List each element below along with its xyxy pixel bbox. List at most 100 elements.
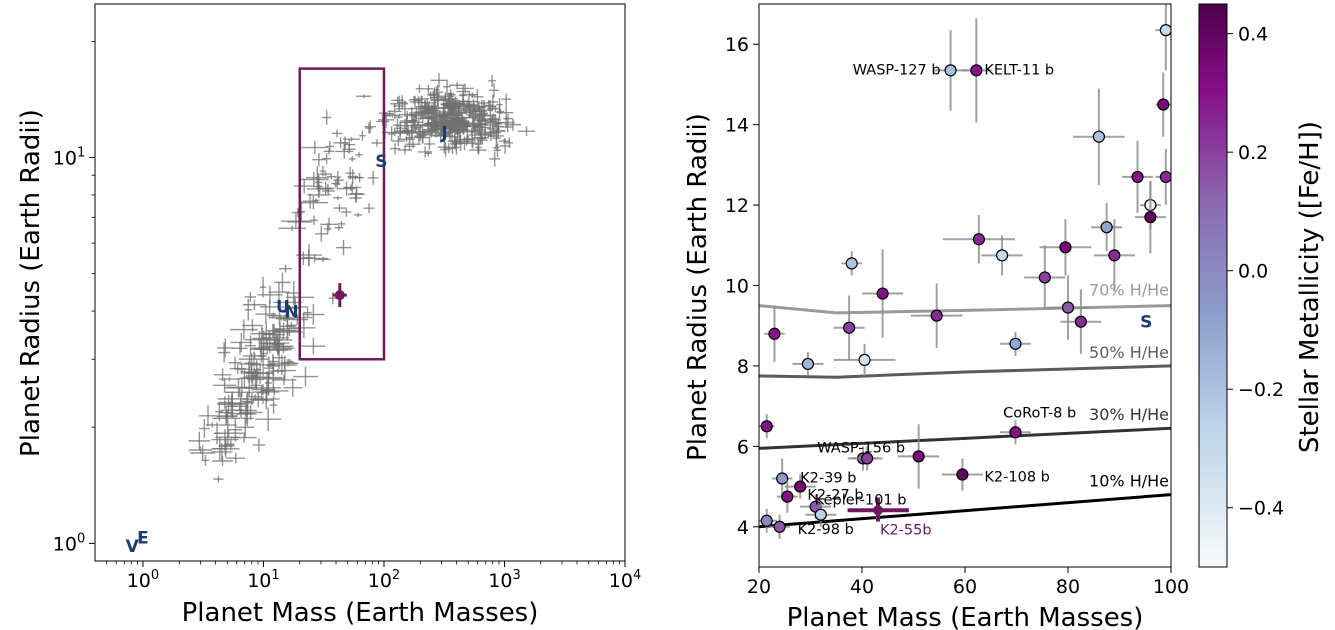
left-x-tick-label: 101 (247, 568, 279, 592)
background-planet (418, 146, 433, 158)
background-planet (424, 138, 435, 150)
planet-point (764, 305, 785, 362)
background-planet (440, 142, 451, 157)
colorbar-tick-label: 0.0 (1238, 261, 1268, 283)
background-planet (494, 143, 501, 158)
planet-point (833, 295, 865, 360)
right-y-tick-label: 4 (737, 517, 749, 539)
background-planet (460, 120, 477, 126)
background-planet (355, 152, 363, 158)
background-planet (295, 312, 313, 323)
background-planet (302, 304, 325, 325)
planet-annotation: CoRoT-8 b (1003, 405, 1076, 421)
planet-point (1000, 420, 1031, 445)
planet-annotation: K2-39 b (800, 471, 856, 487)
background-planet (489, 114, 501, 126)
background-planet (277, 325, 302, 337)
background-planet (443, 130, 454, 136)
composition-track (759, 364, 1171, 379)
background-planet (430, 73, 448, 88)
planet-point (862, 249, 904, 338)
background-planet (244, 291, 256, 303)
right-y-tick-label: 14 (725, 115, 749, 137)
background-planet (227, 377, 257, 398)
background-planet (490, 127, 506, 135)
background-planet (321, 153, 332, 165)
planet-point (759, 414, 775, 439)
planet-point (771, 458, 793, 499)
planet-point (1000, 331, 1031, 356)
planet-point (777, 480, 798, 513)
background-planet (337, 220, 346, 228)
planet-annotation: K2-108 b (984, 470, 1049, 486)
background-planet (301, 337, 326, 355)
background-planet (217, 410, 238, 422)
background-planet (325, 141, 334, 152)
background-planet (397, 95, 408, 110)
background-planet (199, 419, 210, 438)
composition-track (759, 426, 1171, 450)
background-planet (267, 353, 279, 370)
background-planet (252, 438, 266, 452)
right-y-tick-label: 10 (725, 276, 749, 298)
background-planet (305, 166, 329, 190)
background-planet (263, 347, 292, 353)
background-planet (488, 113, 499, 126)
background-planet (440, 114, 453, 127)
background-planet (468, 127, 482, 143)
background-planet (386, 110, 394, 117)
background-planet (266, 354, 297, 376)
background-planet (278, 225, 306, 231)
background-planet (423, 115, 435, 122)
background-planet (423, 84, 434, 93)
background-planet (219, 421, 237, 429)
solar-planet-label: U (276, 297, 290, 317)
background-planet (405, 140, 421, 149)
planet-point (960, 18, 992, 123)
background-planet (270, 368, 286, 374)
background-planet (244, 353, 259, 374)
background-planet (270, 355, 299, 372)
background-planet (343, 136, 360, 142)
background-planet (303, 307, 312, 318)
planet-point (1155, 4, 1171, 71)
k2-55b-left-marker (332, 283, 347, 308)
background-planet (293, 366, 318, 387)
planet-point (981, 235, 1023, 276)
right-x-tick-label: 100 (1153, 576, 1189, 598)
background-planet (452, 100, 467, 116)
right-y-tick-label: 16 (725, 34, 749, 56)
background-planet (498, 138, 510, 144)
background-planet (230, 332, 253, 352)
background-planet (312, 152, 326, 167)
background-planet (261, 339, 274, 355)
right-y-axis-label: Planet Radius (Earth Radii) (683, 113, 713, 461)
left-y-tick-label: 101 (53, 146, 85, 170)
background-planet (398, 111, 416, 119)
background-planet (301, 140, 329, 155)
background-planet (324, 183, 331, 193)
track-label: 50% H/He (1089, 343, 1169, 362)
background-planet (477, 116, 488, 131)
background-planet (415, 84, 424, 93)
right-x-tick-label: 20 (747, 576, 771, 598)
background-planet (212, 455, 233, 467)
background-planet (395, 114, 403, 120)
background-planet (466, 123, 482, 130)
planet-point (792, 351, 824, 376)
background-planet (269, 396, 278, 414)
background-planet (190, 445, 216, 461)
background-planet (273, 292, 303, 313)
background-planet (304, 249, 314, 267)
background-planet (265, 323, 280, 339)
colorbar-tick-label: −0.2 (1238, 379, 1284, 401)
background-planet (281, 295, 309, 319)
background-planet (364, 120, 377, 134)
background-planet (274, 272, 291, 293)
background-planet (314, 175, 323, 198)
background-planet (489, 151, 501, 167)
background-planet (268, 281, 290, 303)
background-planet (244, 391, 252, 413)
background-planet (217, 342, 231, 363)
left-overlay: VE UN S J (126, 67, 448, 557)
